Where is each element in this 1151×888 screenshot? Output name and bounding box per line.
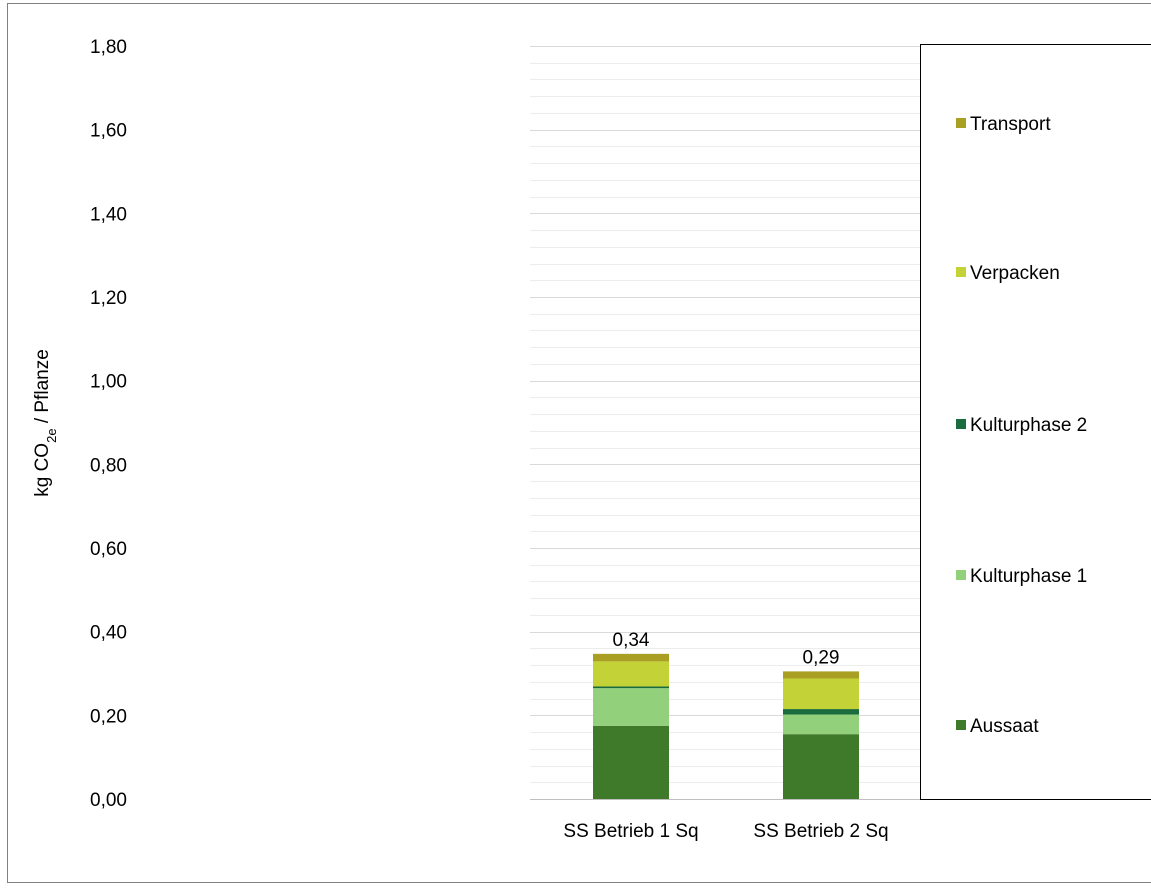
bar-segment-kulturphase-1 [783,714,859,735]
legend-label: Transport [970,114,1051,135]
gridlines [530,46,920,783]
y-tick-label: 0,00 [90,790,127,811]
bar-segment-aussaat [593,725,669,799]
bar-segment-aussaat [783,734,859,799]
legend-swatch [956,118,966,128]
y-tick-label: 0,60 [90,539,127,560]
legend-swatch [956,419,966,429]
legend: Transport Verpacken Kulturphase 2 Kulturpha… [920,44,1151,800]
legend-label: Verpacken [970,263,1060,284]
total-labels: 0,34 0,29 [613,630,840,669]
legend-label: Kulturphase 1 [970,566,1087,587]
total-label: 0,29 [803,647,840,668]
bar-segment-verpacken [783,678,859,710]
x-axis-categories: SS Betrieb 1 Sq SS Betrieb 2 Sq [563,821,888,842]
bars [593,653,859,799]
bar-segment-kulturphase-2 [783,709,859,715]
bar-segment-kulturphase-2 [593,686,669,689]
bar-segment-transport [783,671,859,679]
legend-swatch [956,570,966,580]
y-axis-ticks: 0,00 0,20 0,40 0,60 0,80 1,00 1,20 1,40 1,60 1,80 [90,37,127,811]
x-category-label: SS Betrieb 1 Sq [563,821,698,842]
y-tick-label: 0,80 [90,455,127,476]
legend-label: Aussaat [970,716,1039,737]
y-tick-label: 1,80 [90,37,127,58]
legend-swatch [956,267,966,277]
legend-swatch [956,720,966,730]
legend-label: Kulturphase 2 [970,415,1087,436]
chart-frame [7,3,1151,883]
x-category-label: SS Betrieb 2 Sq [753,821,888,842]
y-tick-label: 1,40 [90,204,127,225]
total-label: 0,34 [613,630,650,651]
bar-segment-verpacken [593,661,669,687]
y-tick-label: 1,20 [90,288,127,309]
bar-segment-kulturphase-1 [593,688,669,726]
bar-segment-transport [593,653,669,662]
y-axis-title: kg CO2e / Pflanze [32,349,59,497]
y-axis-label: kg CO2e / Pflanze [32,349,59,497]
y-tick-label: 1,00 [90,372,127,393]
y-tick-label: 0,20 [90,706,127,727]
y-tick-label: 1,60 [90,121,127,142]
y-tick-label: 0,40 [90,623,127,644]
